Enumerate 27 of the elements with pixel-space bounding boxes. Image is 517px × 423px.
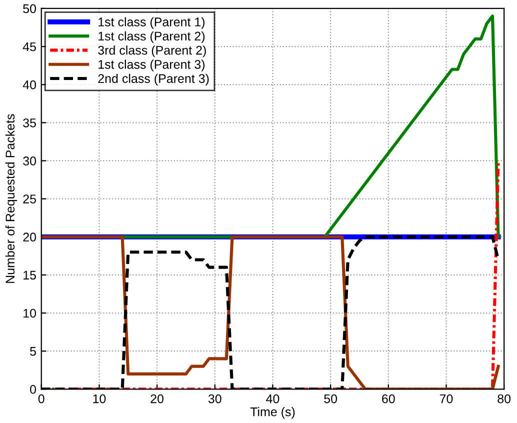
y-tick-label: 40 <box>22 80 36 90</box>
y-tick-label: 5 <box>30 347 36 356</box>
legend-label: 1st class (Parent 2) <box>98 31 205 44</box>
x-tick-label: 70 <box>440 394 453 404</box>
y-tick-label: 45 <box>22 42 36 52</box>
x-tick-label: 30 <box>208 394 222 404</box>
x-tick-label: 40 <box>266 394 280 404</box>
y-tick-label: 50 <box>23 4 36 14</box>
legend-label: 3rd class (Parent 2) <box>98 46 206 58</box>
y-tick-label: 0 <box>30 384 36 394</box>
x-tick-label: 80 <box>498 394 511 404</box>
y-tick-label: 25 <box>23 194 36 204</box>
x-tick-label: 60 <box>382 394 395 404</box>
legend-label: 1st class (Parent 3) <box>98 60 205 72</box>
x-tick-label: 50 <box>324 394 338 404</box>
y-axis-title: Number of Requested Packets <box>5 114 18 283</box>
y-tick-label: 20 <box>23 232 36 242</box>
legend-label: 1st class (Parent 1) <box>98 17 205 29</box>
legend-label: 2nd class (Parent 3) <box>98 74 209 86</box>
y-tick-label: 35 <box>23 118 36 128</box>
x-tick-label: 20 <box>150 394 164 404</box>
y-tick-label: 30 <box>23 156 36 166</box>
y-tick-label: 15 <box>24 270 36 280</box>
x-tick-label: 10 <box>93 394 106 404</box>
x-tick-label: 0 <box>38 394 44 404</box>
x-axis-title: Time (s) <box>250 407 295 419</box>
y-tick-label: 10 <box>24 308 36 318</box>
